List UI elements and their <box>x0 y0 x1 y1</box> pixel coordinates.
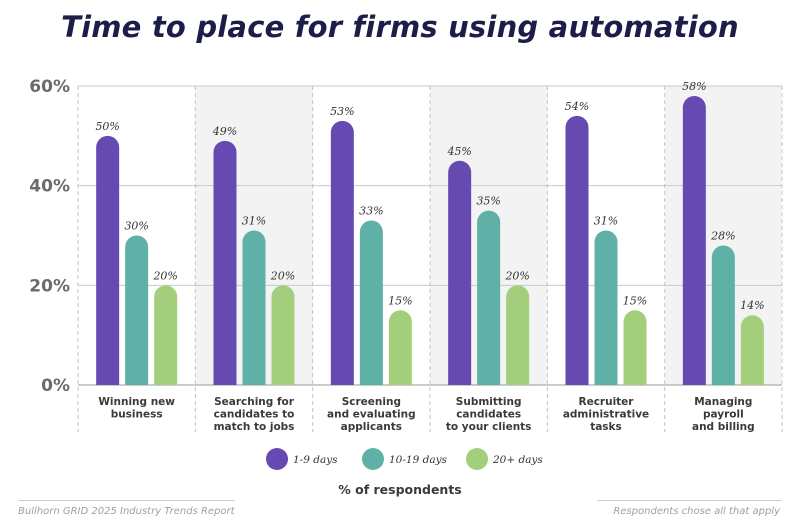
category-label: to your clients <box>446 421 532 433</box>
category-label: candidates <box>456 409 521 421</box>
data-label: 31% <box>594 215 618 228</box>
category-label: business <box>111 409 163 421</box>
y-tick-label: 0% <box>41 376 70 396</box>
data-label: 20% <box>152 269 177 282</box>
category-label: and billing <box>692 421 755 433</box>
data-label: 20% <box>270 269 295 282</box>
data-label: 54% <box>565 100 589 113</box>
bar <box>242 230 266 385</box>
bar <box>359 220 383 385</box>
data-label: 31% <box>242 215 266 228</box>
data-label: 49% <box>212 125 237 138</box>
data-label: 14% <box>740 299 764 312</box>
data-label: 20% <box>504 269 529 282</box>
respondents-note: Respondents chose all that apply <box>613 506 780 517</box>
category-label: Submitting <box>456 396 522 408</box>
bar <box>506 285 530 385</box>
legend-swatch <box>266 448 288 470</box>
y-tick-label: 20% <box>29 276 70 296</box>
footer-divider-right <box>597 500 782 501</box>
bar <box>388 310 412 385</box>
data-label: 58% <box>682 80 706 93</box>
y-tick-label: 60% <box>29 77 70 97</box>
legend-swatch <box>362 448 384 470</box>
legend-swatch <box>466 448 488 470</box>
data-label: 33% <box>359 205 383 218</box>
category-label: Winning new <box>98 396 175 408</box>
bar <box>330 120 354 385</box>
bar <box>682 95 706 385</box>
data-label: 50% <box>95 120 119 133</box>
legend-label: 1-9 days <box>293 454 338 466</box>
bar <box>125 235 149 385</box>
bar <box>623 310 647 385</box>
category-label: Recruiter <box>578 396 634 408</box>
bar <box>213 140 237 385</box>
bar <box>448 160 472 385</box>
category-label: Searching for <box>214 396 295 408</box>
bar <box>154 285 178 385</box>
chart-title: Time to place for firms using automation <box>61 10 739 44</box>
data-label: 30% <box>124 220 148 233</box>
category-label: applicants <box>341 421 402 433</box>
bar <box>565 115 589 385</box>
data-label: 15% <box>388 294 412 307</box>
bar <box>711 245 735 385</box>
bar <box>96 135 120 385</box>
data-label: 15% <box>623 294 647 307</box>
data-label: 53% <box>330 105 354 118</box>
category-label: candidates to <box>214 409 295 421</box>
data-label: 35% <box>476 195 500 208</box>
footer-divider-left <box>18 500 235 501</box>
category-label: tasks <box>590 421 622 433</box>
category-label: Screening <box>342 396 401 408</box>
category-label: payroll <box>703 409 744 421</box>
bar <box>477 210 501 385</box>
bar <box>594 230 618 385</box>
source-note: Bullhorn GRID 2025 Industry Trends Repor… <box>18 506 235 517</box>
legend-label: 10-19 days <box>389 454 448 466</box>
category-label: Managing <box>694 396 752 408</box>
data-label: 28% <box>710 229 735 242</box>
bar <box>740 315 764 385</box>
bar <box>271 285 295 385</box>
x-axis-label: % of respondents <box>338 482 462 497</box>
category-label: and evaluating <box>327 409 416 421</box>
category-label: match to jobs <box>214 421 295 433</box>
y-tick-label: 40% <box>29 177 70 197</box>
data-label: 45% <box>446 145 471 158</box>
legend-label: 20+ days <box>492 454 543 466</box>
category-label: administrative <box>563 409 649 421</box>
